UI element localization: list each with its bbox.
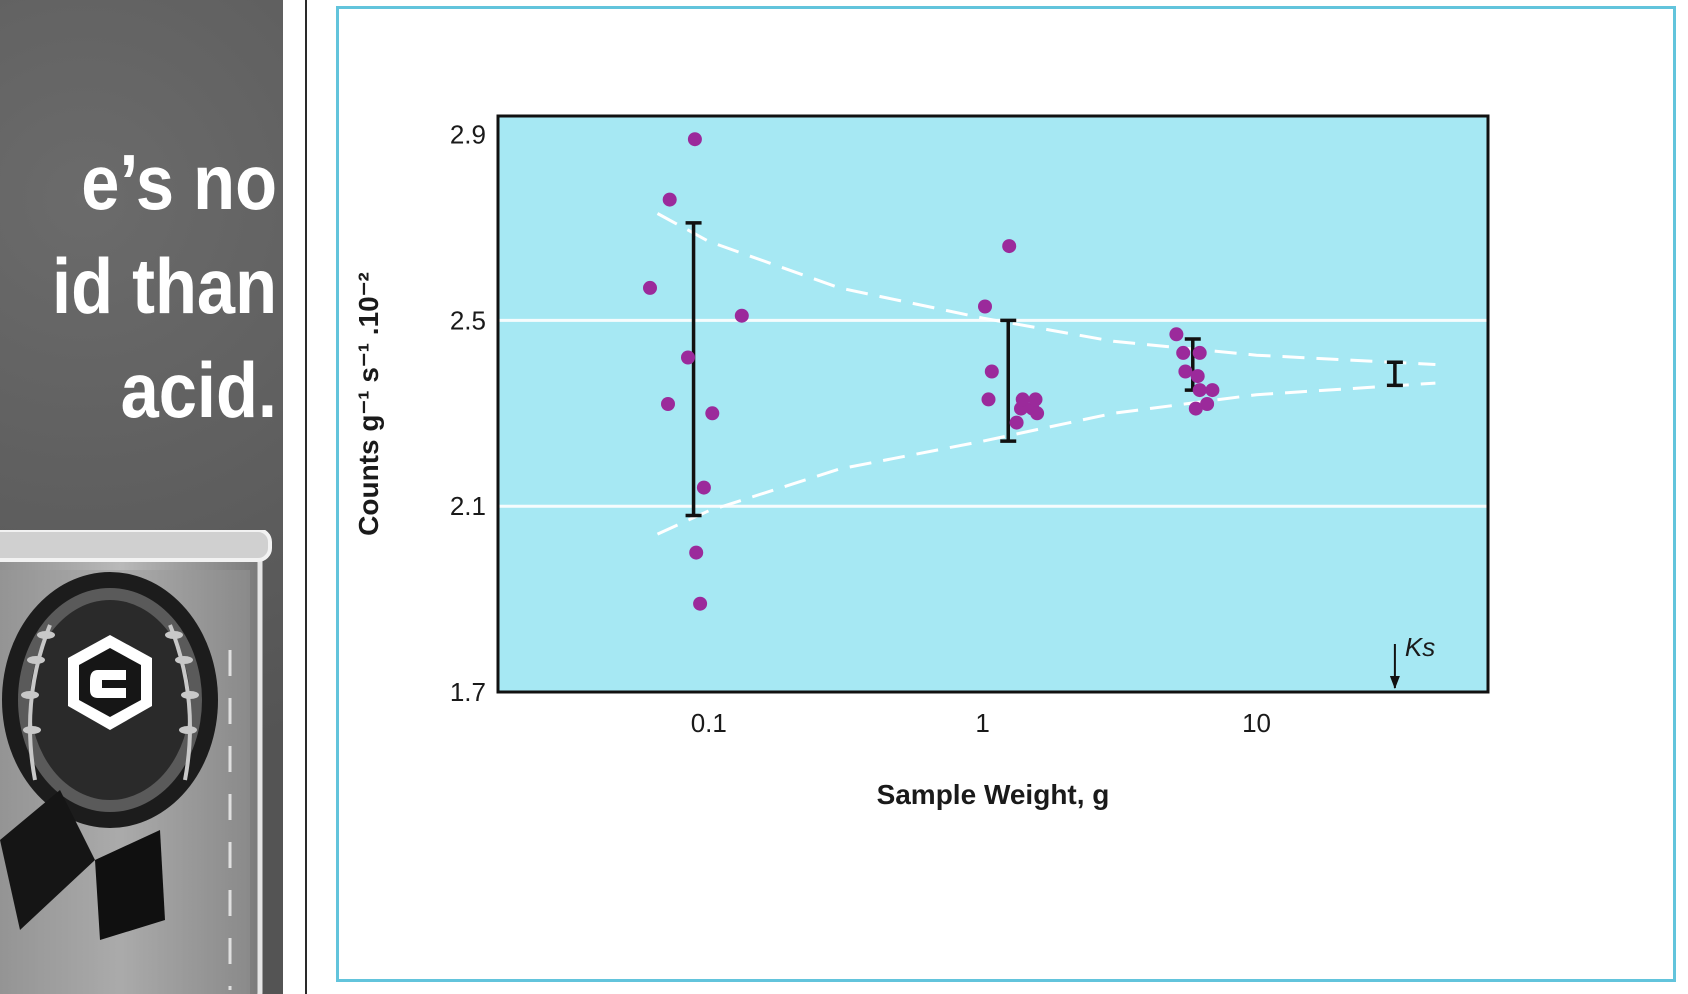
data-point-23 — [1192, 345, 1207, 360]
x-tick-1: 1 — [975, 708, 989, 738]
ks-label: Ks — [1405, 632, 1435, 662]
envelope-curves — [656, 212, 1436, 536]
envelope-lower — [656, 381, 1436, 536]
data-point-0 — [687, 132, 702, 147]
data-point-8 — [689, 545, 704, 560]
ad-headline-line-3: acid. — [120, 346, 277, 434]
data-point-7 — [696, 480, 711, 495]
data-point-20 — [1169, 327, 1184, 342]
data-point-5 — [661, 397, 675, 411]
data-point-3 — [734, 308, 749, 323]
x-tick-labels: 0.1 1 10 — [691, 708, 1271, 738]
data-point-18 — [1028, 392, 1043, 407]
data-point-6 — [705, 406, 720, 421]
beaker-logo-image — [0, 530, 272, 994]
y-tick-1: 2.1 — [450, 491, 486, 521]
data-point-22 — [1178, 364, 1193, 379]
data-point-24 — [1190, 369, 1205, 384]
data-point-25 — [1192, 383, 1207, 398]
ad-headline-line-2: id than — [52, 242, 277, 330]
data-point-28 — [1188, 401, 1203, 416]
data-point-16 — [1015, 392, 1030, 407]
advertisement-panel: e’s no id than acid. — [0, 0, 283, 994]
y-axis-label: Counts g⁻¹ s⁻¹ .10⁻² — [353, 272, 384, 536]
x-tick-0: 0.1 — [691, 708, 727, 738]
data-point-14 — [1009, 415, 1024, 430]
data-point-26 — [1205, 383, 1220, 398]
data-point-12 — [984, 364, 999, 379]
y-tick-0: 1.7 — [450, 677, 486, 707]
data-point-11 — [978, 299, 992, 314]
data-point-9 — [693, 596, 708, 611]
envelope-upper — [656, 212, 1436, 366]
error-bar-3 — [1386, 360, 1403, 388]
plot-border — [496, 114, 1490, 694]
x-axis-label: Sample Weight, g — [877, 779, 1110, 810]
data-point-13 — [981, 392, 996, 407]
y-tick-2: 2.5 — [450, 305, 486, 335]
data-point-1 — [662, 192, 677, 207]
ad-headline-line-1: e’s no — [81, 138, 277, 226]
error-bars — [685, 221, 1403, 518]
data-points — [643, 132, 1220, 611]
column-divider — [305, 0, 307, 994]
y-tick-3: 2.9 — [450, 120, 486, 150]
y-tick-labels: 1.7 2.1 2.5 2.9 — [450, 120, 486, 707]
sample-weight-chart: 1.72.12.52.9 0.1 1 10 Ks Sample Weight, g … — [353, 114, 1490, 810]
ks-annotation: Ks — [1389, 632, 1435, 689]
error-bar-1 — [1000, 318, 1017, 443]
data-point-27 — [1200, 397, 1215, 411]
x-tick-2: 10 — [1242, 708, 1271, 738]
ks-arrow-head — [1389, 676, 1400, 689]
data-point-4 — [681, 350, 695, 365]
data-point-19 — [1030, 406, 1045, 421]
data-point-21 — [1176, 345, 1191, 360]
data-point-2 — [643, 280, 657, 295]
error-bar-0 — [685, 221, 702, 518]
ad-headline: e’s no id than acid. — [33, 130, 277, 442]
data-point-10 — [1002, 239, 1017, 254]
